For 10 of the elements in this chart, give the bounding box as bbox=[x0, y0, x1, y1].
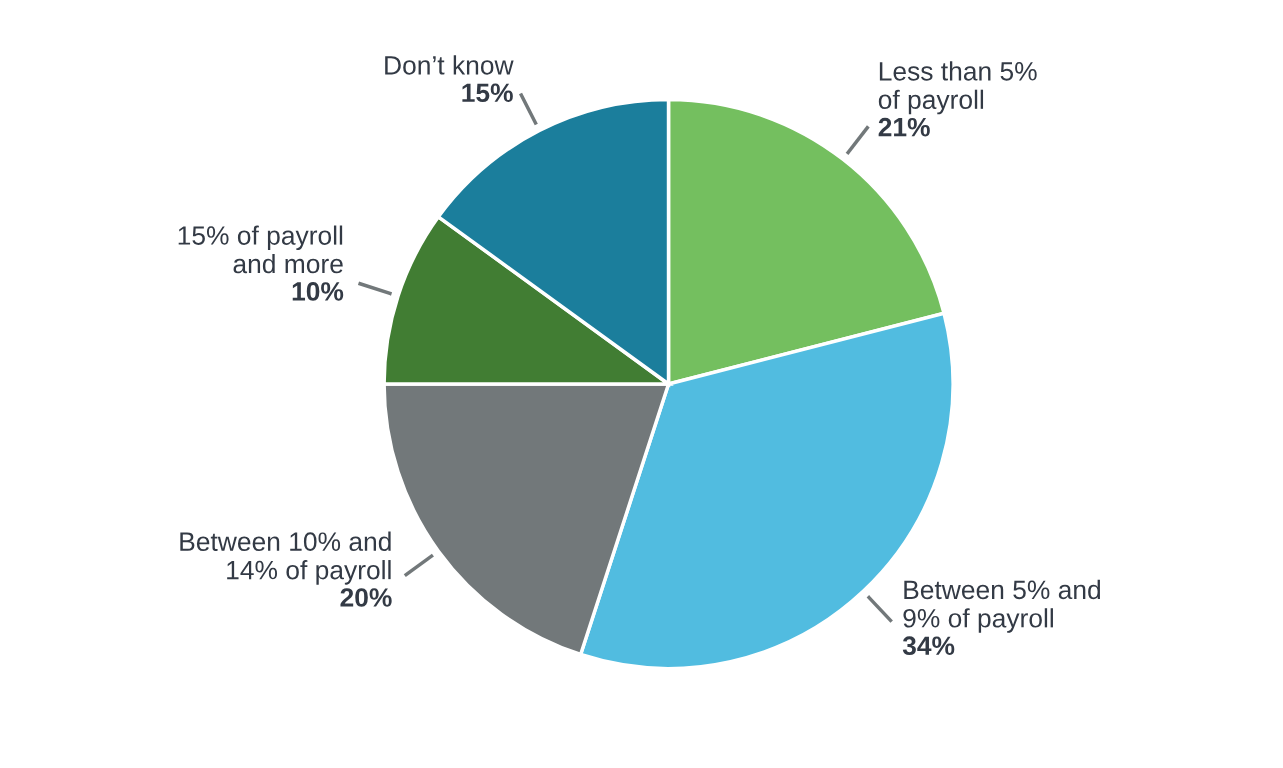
data-label: 15% bbox=[462, 83, 513, 103]
slice-label: Between 5% and 9% of payroll bbox=[903, 579, 1101, 633]
slice-label: Between 10% and 14% of payroll bbox=[180, 531, 391, 585]
data-label: 34% bbox=[902, 636, 955, 656]
slice-label: 15% of payroll and more bbox=[178, 225, 343, 274]
slice-label: Less than 5% of payroll bbox=[878, 61, 1037, 115]
data-label: 20% bbox=[340, 588, 392, 607]
data-label: 10% bbox=[292, 282, 344, 301]
slice-label: Don’t know bbox=[385, 55, 514, 75]
data-label: 21% bbox=[878, 117, 930, 137]
